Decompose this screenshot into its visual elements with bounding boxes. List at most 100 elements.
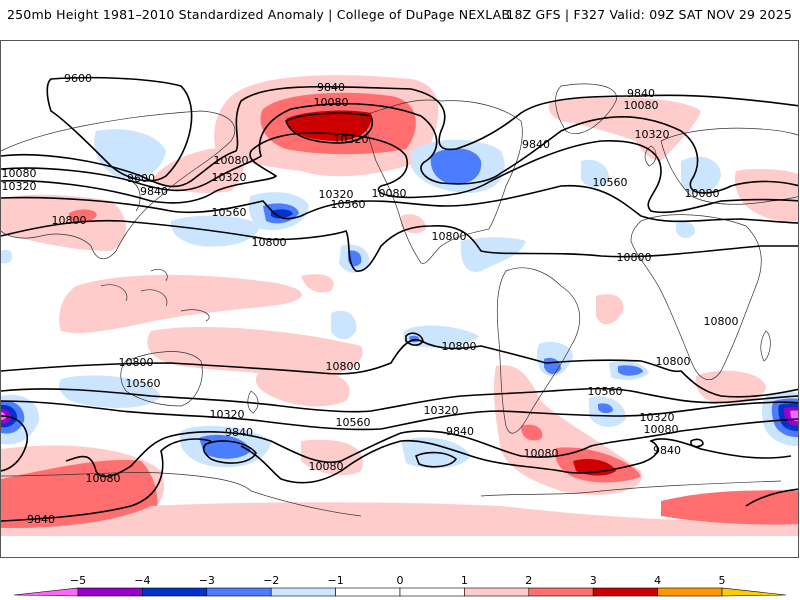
coastline-antarctica — [1, 472, 782, 517]
anomaly-positive-safrica — [695, 370, 766, 404]
contour-label: 10080 — [644, 423, 679, 436]
contour-label: 10320 — [212, 171, 247, 184]
contour-label: 9840 — [522, 138, 550, 151]
contour-10560-s — [1, 387, 798, 413]
anomaly-negative-satl2 — [618, 365, 643, 376]
contour-label: 9600 — [127, 172, 155, 185]
contour-label: 9840 — [653, 444, 681, 457]
contour-loop-epac — [405, 332, 424, 346]
anomaly-positive-tibet — [69, 209, 97, 223]
contour-10320-s — [1, 400, 798, 431]
legend-bin — [657, 587, 723, 597]
anomaly-negative-satl4 — [598, 403, 613, 414]
contour-label: 10800 — [252, 236, 287, 249]
legend-tick-label: 5 — [719, 574, 726, 587]
contour-10320-n — [1, 132, 798, 214]
legend-bin — [592, 587, 658, 597]
model-run-info: 18Z GFS | F327 Valid: 09Z SAT NOV 29 202… — [506, 7, 792, 22]
contour-10560-n — [1, 184, 798, 224]
contour-10080-s — [1, 415, 798, 478]
legend-tick-label: 1 — [461, 574, 468, 587]
anomaly-positive-maritime — [59, 274, 302, 334]
legend-bin — [399, 587, 465, 597]
anomaly-negative-natl — [581, 159, 610, 188]
contour-10320-alaska — [285, 112, 373, 144]
anomaly-map: 9600960098401008010320108009840100801032… — [1, 72, 798, 536]
contour-right-edge — [745, 488, 798, 507]
legend-tick-label: −2 — [263, 574, 279, 587]
coastlines — [1, 83, 798, 517]
legend-bin-max-arrow — [721, 587, 787, 597]
coastline-europe — [660, 127, 798, 205]
height-contours — [1, 76, 798, 522]
contour-label: 10560 — [126, 377, 161, 390]
contour-label: 10320 — [334, 133, 369, 146]
contour-label: 9840 — [446, 425, 474, 438]
legend-tick-label: 3 — [590, 574, 597, 587]
contour-10080-n — [1, 102, 798, 194]
contour-label: 10560 — [212, 206, 247, 219]
contour-label: 10080 — [624, 99, 659, 112]
contour-label: 10560 — [593, 176, 628, 189]
legend-bin — [77, 587, 143, 597]
legend-tick-label: 4 — [654, 574, 661, 587]
coastline-australia — [120, 351, 203, 407]
coastline-uk — [644, 145, 657, 167]
legend-bin — [464, 587, 530, 597]
anomaly-positive-spac — [255, 368, 350, 407]
contour-label: 10800 — [432, 230, 467, 243]
contour-label: 9840 — [627, 87, 655, 100]
contour-labels: 9600960098401008010320108009840100801032… — [2, 72, 739, 526]
contour-label: 10080 — [372, 187, 407, 200]
contour-loop-satl — [690, 438, 704, 448]
coastline-maritime — [100, 268, 210, 322]
coastline-south-america — [496, 267, 580, 434]
contour-label: 10080 — [685, 187, 720, 200]
contour-label: 10800 — [326, 360, 361, 373]
coastline-africa — [630, 214, 762, 381]
legend-bin — [270, 587, 336, 597]
contour-label: 10320 — [2, 180, 37, 193]
contour-9840-so-low — [414, 451, 458, 468]
contour-label: 10560 — [331, 198, 366, 211]
contour-label: 10800 — [119, 356, 154, 369]
legend-tick-label: 0 — [397, 574, 404, 587]
anomaly-positive-brazil — [596, 294, 624, 325]
contour-label: 10080 — [86, 472, 121, 485]
anomaly-negative-spac-low2 — [199, 434, 251, 459]
contour-label: 10800 — [704, 315, 739, 328]
contour-label: 10560 — [588, 385, 623, 398]
colorbar-legend: −5 −4 −3 −2 −1 0 1 2 3 4 5 — [13, 574, 787, 597]
anomaly-positive-so2 — [1, 460, 158, 529]
contour-label: 10080 — [314, 96, 349, 109]
contour-9600-siberia — [46, 76, 193, 182]
anomaly-positive-so-band — [1, 502, 798, 536]
contour-label: 10080 — [524, 447, 559, 460]
contour-label: 10800 — [617, 251, 652, 264]
contour-label: 10560 — [336, 416, 371, 429]
legend-bin — [206, 587, 272, 597]
contour-10800-s — [1, 339, 798, 398]
contour-label: 9840 — [225, 426, 253, 439]
contour-label: 10320 — [640, 411, 675, 424]
anomaly-negative-spac — [331, 310, 357, 340]
contour-9840-n — [1, 85, 798, 188]
contour-label: 10080 — [309, 460, 344, 473]
anomaly-shading — [1, 75, 798, 536]
contour-label: 9840 — [140, 185, 168, 198]
contour-label: 10080 — [214, 154, 249, 167]
coastline-eurasia — [1, 110, 236, 259]
legend-tick-label: −5 — [70, 574, 86, 587]
anomaly-negative-canada2 — [430, 148, 482, 185]
contour-label: 9840 — [27, 513, 55, 526]
legend-tick-label: −1 — [327, 574, 343, 587]
anomaly-negative-dot — [1, 249, 13, 264]
legend-tick-label: −3 — [199, 574, 215, 587]
contour-label: 10800 — [52, 214, 87, 227]
contour-label: 10800 — [442, 340, 477, 353]
legend-bin — [528, 587, 594, 597]
coastline-north-america — [360, 99, 523, 264]
legend-bin — [335, 587, 401, 597]
anomaly-negative-npac-trough3 — [271, 209, 293, 219]
contour-9840-s — [1, 438, 792, 522]
